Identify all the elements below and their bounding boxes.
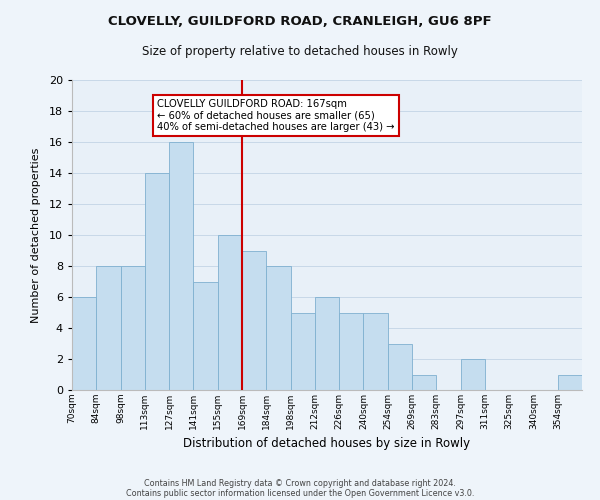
Bar	[145, 173, 169, 390]
Bar	[169, 142, 193, 390]
X-axis label: Distribution of detached houses by size in Rowly: Distribution of detached houses by size …	[184, 438, 470, 450]
Text: CLOVELLY, GUILDFORD ROAD, CRANLEIGH, GU6 8PF: CLOVELLY, GUILDFORD ROAD, CRANLEIGH, GU6…	[108, 15, 492, 28]
Text: Size of property relative to detached houses in Rowly: Size of property relative to detached ho…	[142, 45, 458, 58]
Bar	[339, 312, 364, 390]
Text: CLOVELLY GUILDFORD ROAD: 167sqm
← 60% of detached houses are smaller (65)
40% of: CLOVELLY GUILDFORD ROAD: 167sqm ← 60% of…	[157, 98, 395, 132]
Bar	[193, 282, 218, 390]
Bar	[364, 312, 388, 390]
Bar	[558, 374, 582, 390]
Bar	[315, 297, 339, 390]
Bar	[218, 235, 242, 390]
Bar	[461, 359, 485, 390]
Bar	[96, 266, 121, 390]
Bar	[72, 297, 96, 390]
Y-axis label: Number of detached properties: Number of detached properties	[31, 148, 41, 322]
Bar	[412, 374, 436, 390]
Bar	[290, 312, 315, 390]
Bar	[121, 266, 145, 390]
Text: Contains HM Land Registry data © Crown copyright and database right 2024.: Contains HM Land Registry data © Crown c…	[144, 478, 456, 488]
Bar	[388, 344, 412, 390]
Bar	[266, 266, 290, 390]
Bar	[242, 250, 266, 390]
Text: Contains public sector information licensed under the Open Government Licence v3: Contains public sector information licen…	[126, 488, 474, 498]
